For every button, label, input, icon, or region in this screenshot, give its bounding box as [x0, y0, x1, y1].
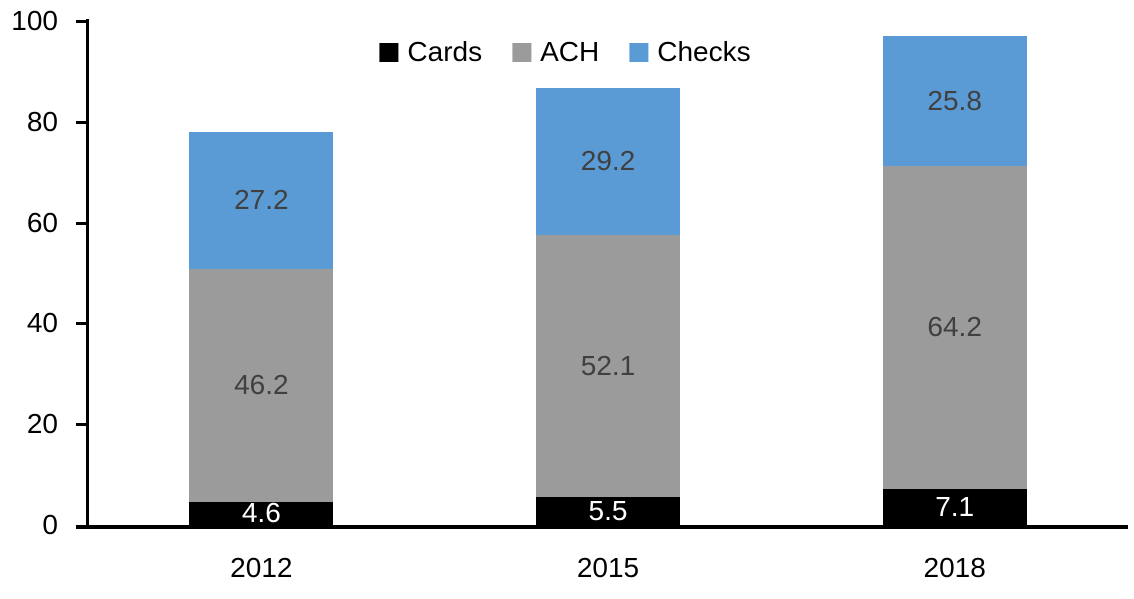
legend-label: Checks	[657, 36, 751, 67]
y-tick-60	[76, 221, 87, 225]
legend-swatch-cards	[379, 42, 399, 62]
x-tick-label: 2012	[230, 552, 293, 583]
y-tick-label: 0	[42, 509, 58, 540]
y-tick-label: 40	[26, 307, 58, 339]
legend: Cards ACH Checks	[379, 36, 751, 67]
data-label: 5.5	[588, 495, 628, 527]
bar-segment-checks-2012: 27.2	[189, 131, 334, 269]
bar-segment-ach-2015: 52.1	[536, 234, 680, 498]
legend-item-ach: ACH	[512, 37, 599, 67]
y-tick-label: 80	[26, 105, 58, 137]
x-axis-line	[76, 525, 1128, 529]
bar-segment-ach-2018: 64.2	[882, 165, 1027, 490]
bar-segment-cards-2012: 4.6	[189, 497, 334, 528]
y-tick-label: 100	[11, 5, 58, 36]
legend-swatch-checks	[629, 42, 649, 62]
x-tick-label: 2018	[923, 552, 986, 583]
y-tick-80	[76, 120, 87, 124]
legend-swatch-ach	[512, 42, 532, 62]
bar-segment-checks-2015: 29.2	[536, 87, 680, 235]
y-tick-20	[76, 423, 87, 427]
y-axis-line	[86, 19, 89, 529]
bar-segment-checks-2018: 25.8	[882, 35, 1027, 166]
y-tick-label: 20	[26, 408, 58, 440]
y-tick-40	[76, 322, 87, 326]
data-label: 4.6	[241, 497, 281, 529]
data-label: 7.1	[935, 491, 975, 523]
bar-segment-ach-2012: 46.2	[189, 268, 334, 502]
data-label: 64.2	[927, 311, 982, 343]
bar-segment-cards-2015: 5.5	[536, 495, 680, 527]
data-label: 46.2	[234, 369, 289, 401]
data-label: 29.2	[580, 145, 636, 177]
data-label: 25.8	[927, 84, 982, 116]
y-tick-label: 60	[26, 206, 58, 238]
data-label: 27.2	[234, 184, 289, 216]
legend-label: Cards	[407, 36, 483, 67]
data-label: 52.1	[580, 349, 636, 381]
legend-item-cards: Cards	[379, 37, 482, 67]
legend-item-checks: Checks	[629, 36, 751, 67]
legend-label: ACH	[540, 36, 600, 67]
y-tick-100	[76, 20, 87, 23]
x-tick-label: 2015	[576, 552, 640, 583]
bar-segment-cards-2018: 7.1	[882, 489, 1027, 525]
